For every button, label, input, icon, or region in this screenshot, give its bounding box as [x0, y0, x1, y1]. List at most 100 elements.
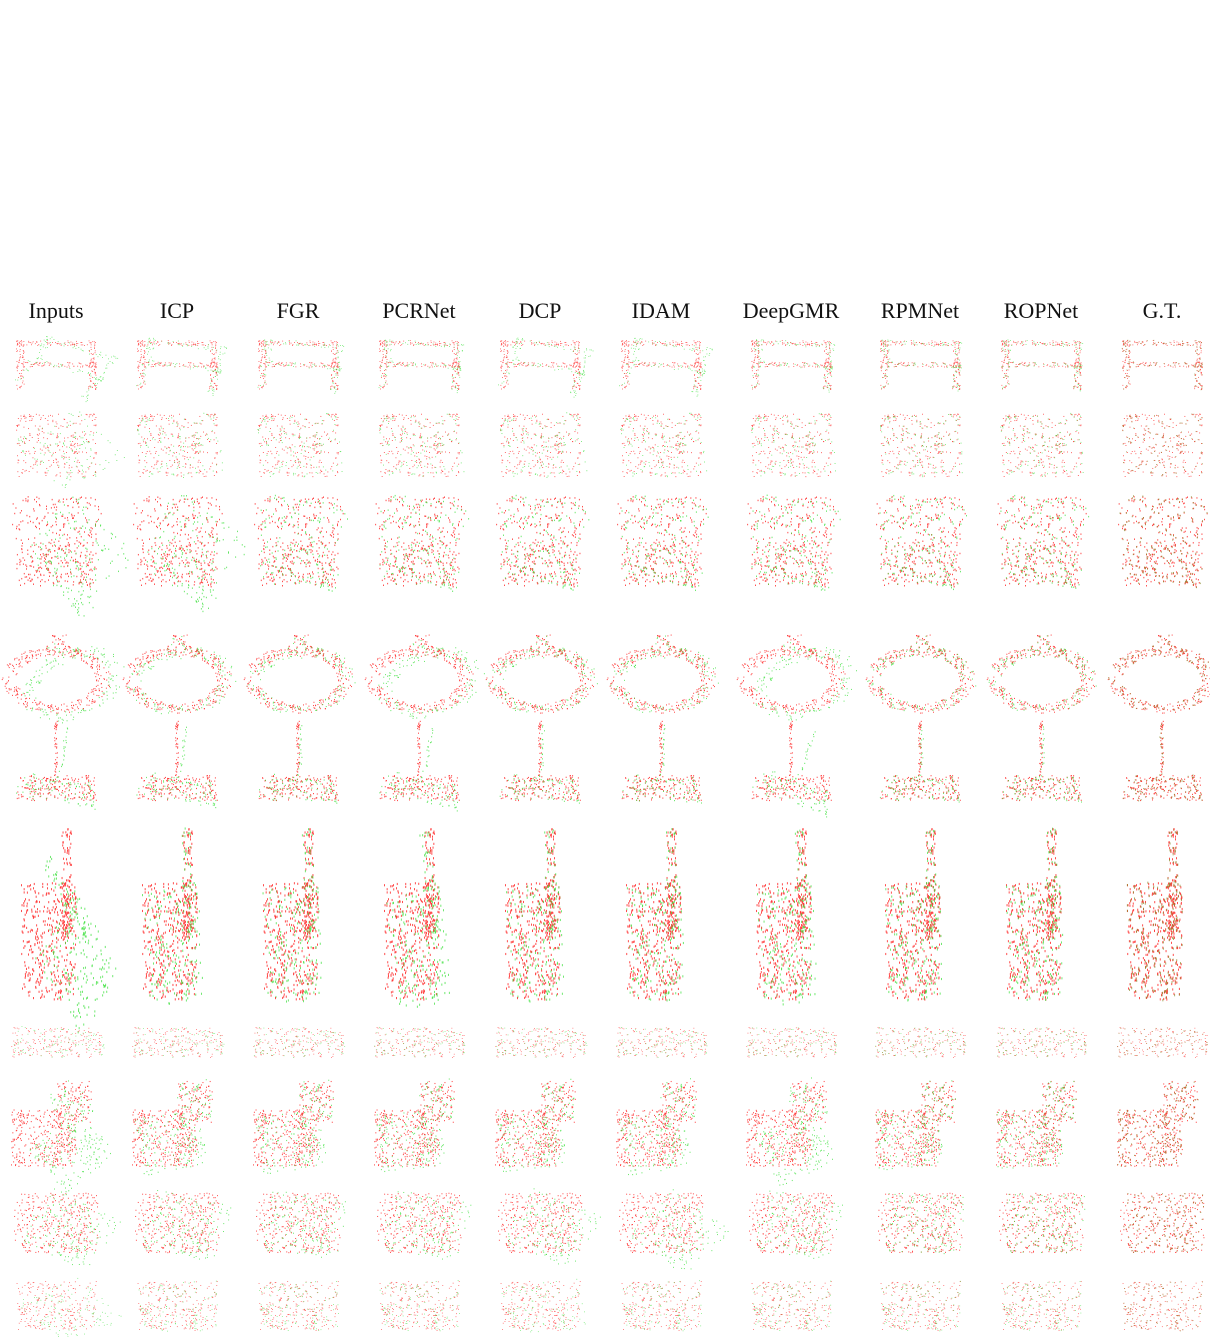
- target-point: [329, 368, 331, 370]
- target-point: [887, 376, 888, 377]
- source-point: [216, 452, 218, 454]
- target-point: [1009, 358, 1011, 360]
- source-point: [192, 444, 194, 446]
- target-point: [142, 419, 144, 421]
- source-point: [696, 366, 698, 367]
- point-cloud-cell: [991, 334, 1091, 396]
- target-point: [263, 346, 265, 348]
- point-cloud-cell: [870, 334, 970, 396]
- source-point: [955, 386, 957, 388]
- target-point: [589, 349, 591, 351]
- source-point: [753, 361, 755, 363]
- source-point: [1006, 357, 1008, 359]
- source-point: [77, 343, 79, 344]
- source-point: [628, 351, 630, 353]
- source-point: [138, 418, 140, 419]
- source-point: [30, 416, 32, 418]
- source-point: [380, 388, 381, 390]
- source-point: [826, 370, 828, 372]
- target-point: [74, 461, 75, 462]
- target-point: [828, 344, 830, 346]
- target-point: [1063, 346, 1064, 347]
- source-point: [1127, 357, 1129, 359]
- source-point: [259, 366, 260, 368]
- source-point: [1129, 361, 1131, 363]
- target-point: [636, 339, 638, 341]
- target-point: [160, 427, 162, 429]
- target-point: [269, 472, 271, 474]
- source-point: [1077, 371, 1079, 372]
- source-point: [53, 460, 54, 462]
- source-point: [782, 342, 783, 344]
- source-point: [263, 341, 265, 343]
- source-point: [762, 362, 764, 364]
- source-point: [379, 341, 381, 343]
- target-point: [272, 360, 274, 362]
- target-point: [100, 376, 102, 377]
- source-point: [1128, 363, 1130, 365]
- source-point: [262, 356, 263, 358]
- source-point: [210, 364, 212, 366]
- source-point: [21, 341, 23, 343]
- source-point: [957, 341, 959, 343]
- source-point: [695, 381, 697, 382]
- target-point: [635, 357, 637, 359]
- source-point: [188, 344, 190, 346]
- source-point: [280, 440, 281, 441]
- target-point: [1010, 349, 1011, 351]
- target-point: [957, 359, 959, 360]
- target-point: [1052, 362, 1054, 363]
- target-point: [1140, 343, 1141, 344]
- target-point: [104, 371, 105, 373]
- source-point: [905, 365, 907, 367]
- target-point: [1002, 387, 1003, 389]
- source-point: [507, 366, 509, 368]
- source-point: [68, 366, 70, 368]
- source-point: [443, 363, 445, 365]
- source-point: [88, 441, 90, 443]
- target-point: [708, 354, 710, 356]
- source-point: [22, 469, 24, 470]
- source-point: [50, 414, 51, 416]
- source-point: [958, 373, 960, 375]
- target-point: [208, 390, 210, 392]
- target-point: [259, 427, 261, 429]
- target-point: [461, 350, 463, 352]
- target-point: [63, 442, 64, 444]
- source-point: [313, 466, 315, 468]
- target-point: [225, 347, 227, 348]
- target-point: [882, 386, 884, 387]
- target-point: [29, 360, 31, 362]
- source-point: [152, 342, 154, 344]
- source-point: [698, 341, 700, 343]
- target-point: [547, 344, 549, 346]
- source-point: [1191, 364, 1193, 366]
- source-point: [883, 340, 885, 342]
- target-point: [213, 390, 215, 392]
- source-point: [33, 447, 35, 448]
- source-point: [880, 348, 881, 350]
- source-point: [192, 466, 194, 468]
- source-point: [213, 376, 214, 378]
- target-point: [299, 342, 301, 344]
- target-point: [195, 365, 197, 367]
- source-point: [573, 378, 575, 380]
- target-point: [881, 339, 883, 341]
- source-point: [568, 345, 569, 346]
- target-point: [830, 365, 832, 367]
- target-point: [703, 360, 705, 361]
- target-point: [146, 348, 147, 349]
- source-point: [144, 341, 146, 342]
- source-point: [959, 374, 961, 376]
- target-point: [144, 374, 146, 376]
- source-point: [95, 362, 97, 364]
- source-point: [385, 363, 386, 365]
- source-point: [882, 361, 884, 363]
- source-point: [1076, 366, 1078, 367]
- source-point: [1166, 345, 1168, 346]
- source-point: [216, 389, 217, 390]
- target-point: [658, 363, 660, 364]
- source-point: [145, 470, 147, 472]
- source-point: [168, 423, 170, 425]
- target-point: [885, 374, 887, 376]
